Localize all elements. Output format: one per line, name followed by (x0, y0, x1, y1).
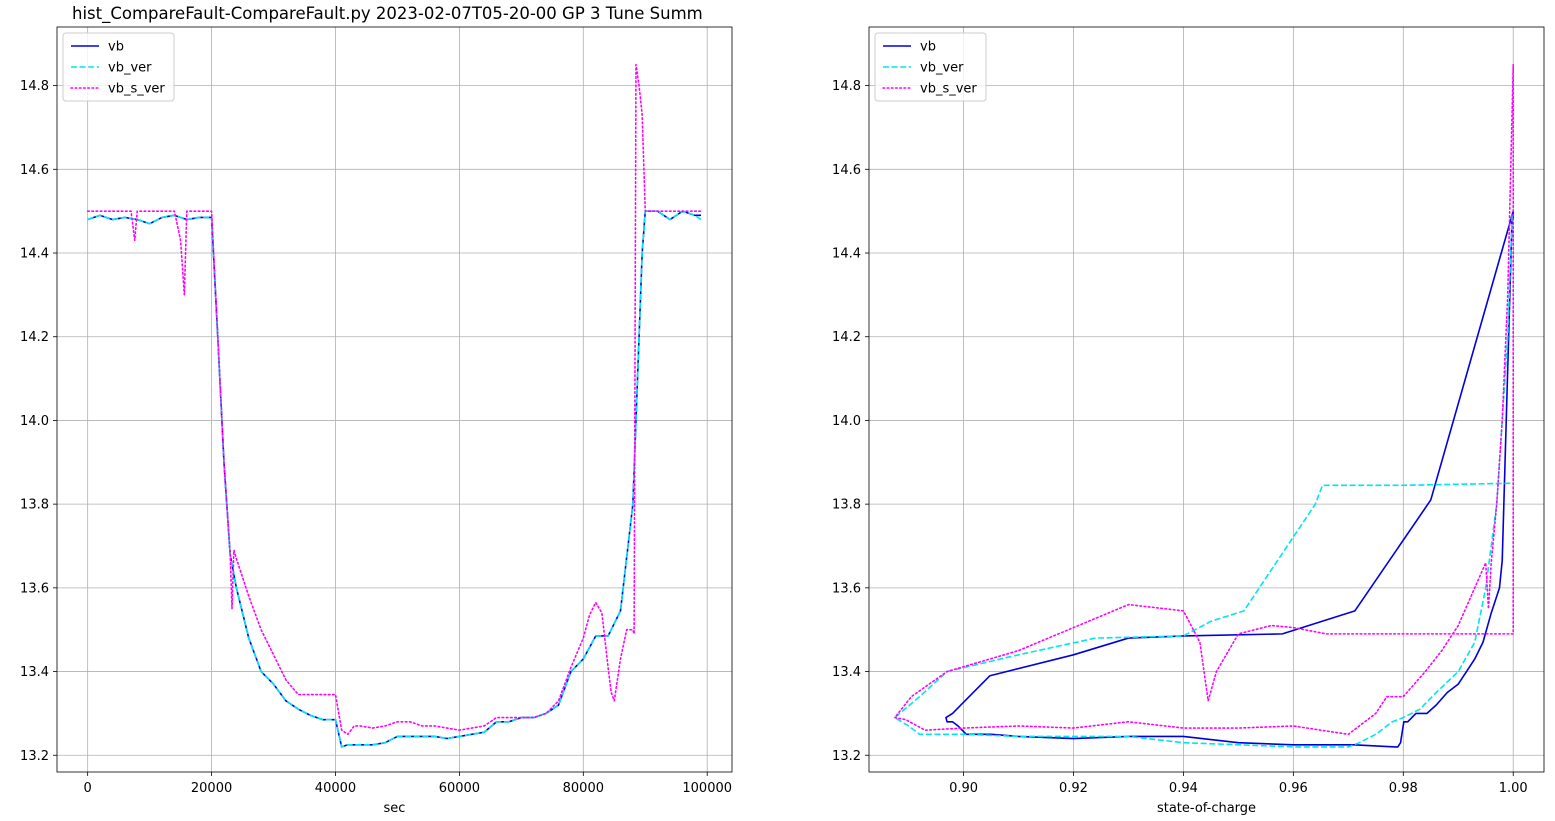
x-axis-label: state-of-charge (1157, 801, 1256, 816)
x-axis-label: sec (384, 801, 406, 816)
x-tick-label: 0.96 (1279, 781, 1308, 796)
y-tick-label: 13.2 (20, 749, 49, 764)
y-tick-label: 13.6 (20, 581, 49, 596)
series-line-vb-ver (87, 210, 702, 748)
legend-label: vb (108, 40, 124, 55)
axes-frame (868, 26, 1545, 773)
series-line-vb-s-ver (894, 63, 1515, 736)
x-tick-label: 0.92 (1059, 781, 1088, 796)
y-tick-label: 14.4 (20, 247, 49, 262)
legend-label: vb_ver (920, 61, 964, 76)
y-tick-label: 13.8 (20, 498, 49, 513)
x-tick-label: 80000 (563, 781, 604, 796)
y-tick-label: 14.6 (832, 163, 861, 178)
x-tick-label: 0.98 (1389, 781, 1418, 796)
x-tick-label: 0.90 (949, 781, 978, 796)
legend: vb vb_ver vb_s_ver (62, 32, 175, 102)
legend: vb vb_ver vb_s_ver (874, 32, 987, 102)
legend-box (874, 32, 987, 102)
x-tick-label: 40000 (315, 781, 356, 796)
x-tick-label: 100000 (682, 781, 732, 796)
legend-label: vb (920, 40, 936, 55)
y-tick-label: 13.4 (832, 665, 861, 680)
chart-title: hist_CompareFault-CompareFault.py 2023-0… (72, 4, 703, 24)
x-tick-label: 1.00 (1499, 781, 1528, 796)
x-tick-label: 60000 (439, 781, 480, 796)
series-line-vb (945, 210, 1515, 748)
y-tick-label: 14.6 (20, 163, 49, 178)
legend-label: vb_s_ver (920, 82, 977, 97)
x-tick-label: 0.94 (1169, 781, 1198, 796)
axes-frame (56, 26, 733, 773)
series-line-vb-s-ver (86, 63, 702, 736)
y-tick-label: 14.8 (832, 79, 861, 94)
y-tick-label: 13.4 (20, 665, 49, 680)
x-tick-label: 0 (84, 781, 92, 796)
legend-box (62, 32, 175, 102)
x-tick-label: 20000 (191, 781, 232, 796)
y-tick-label: 13.2 (832, 749, 861, 764)
y-tick-label: 14.2 (832, 330, 861, 345)
y-tick-label: 14.0 (832, 414, 861, 429)
series-line-vb-ver (894, 215, 1514, 748)
legend-label: vb_s_ver (108, 82, 165, 97)
y-tick-label: 14.2 (20, 330, 49, 345)
y-tick-label: 13.6 (832, 581, 861, 596)
y-tick-label: 14.8 (20, 79, 49, 94)
y-tick-label: 14.0 (20, 414, 49, 429)
legend-label: vb_ver (108, 61, 152, 76)
y-tick-label: 13.8 (832, 498, 861, 513)
right-plot-panel: 0.90 0.92 0.94 0.96 0.98 1.00 13.2 13.4 13.6 13.8… (832, 26, 1545, 816)
y-tick-label: 14.4 (832, 247, 861, 262)
left-plot-panel: 0 20000 40000 60000 80000 100000 13.2 13.4 13.6 1… (20, 4, 733, 816)
